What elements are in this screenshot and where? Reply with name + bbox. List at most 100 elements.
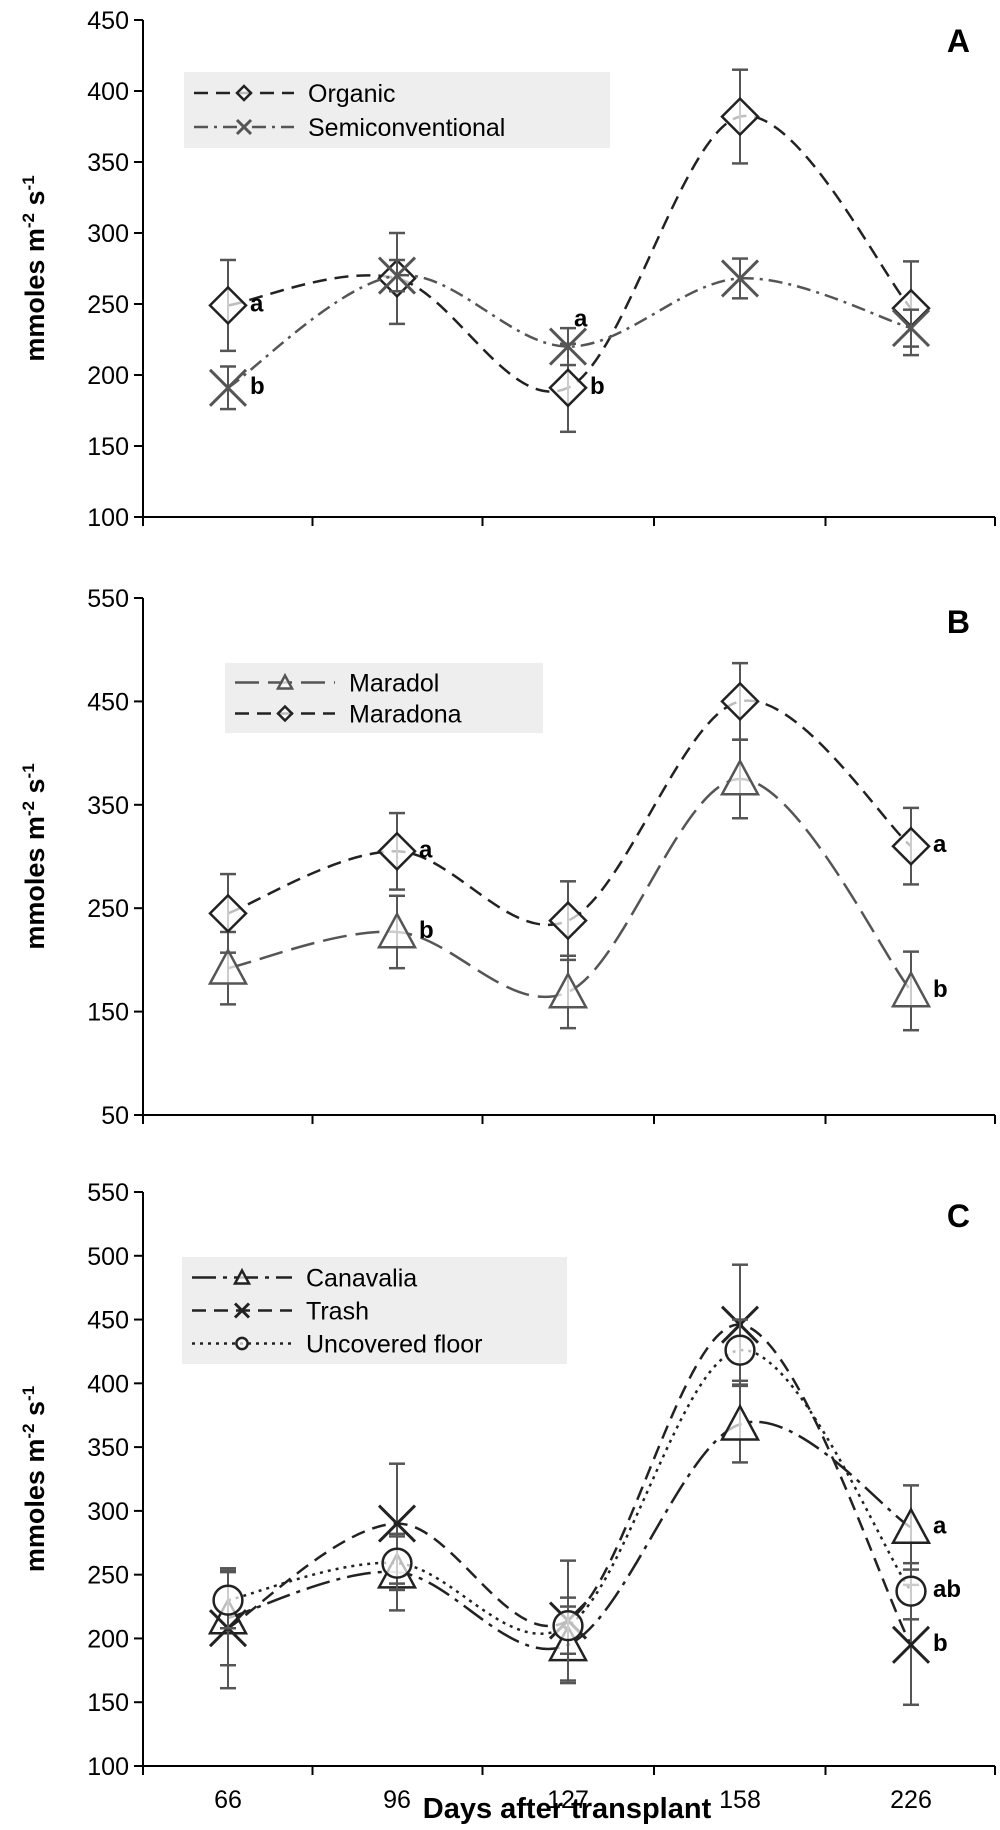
- y-axis-title-sup2: -1: [19, 175, 38, 190]
- y-axis-title-sup1: -2: [19, 1423, 38, 1438]
- y-axis-title-mid: s: [20, 1401, 50, 1424]
- y-tick-label: 200: [87, 1625, 129, 1653]
- legend-label: Maradol: [349, 670, 439, 698]
- y-axis-title: mmoles m-2 s-1: [19, 1386, 50, 1572]
- y-tick-label: 500: [87, 1243, 129, 1271]
- y-tick-label: 300: [87, 1498, 129, 1526]
- series-maradol: [207, 738, 932, 1032]
- series-line: [227, 699, 912, 927]
- y-axis-title-mid: s: [20, 190, 50, 213]
- significance-label: a: [574, 306, 588, 333]
- y-tick-label: 450: [87, 7, 129, 35]
- data-point-x-stroke-2: [377, 256, 417, 295]
- data-point-circle: [552, 1610, 584, 1642]
- legend-marker-circle: [235, 1336, 249, 1351]
- data-point-x-stroke-2: [720, 259, 760, 298]
- legend-label: Maradona: [349, 701, 462, 729]
- series-uncovered-floor: [212, 1318, 927, 1656]
- significance-label: b: [933, 1630, 948, 1657]
- legend: Canavalia Trash Uncovered floor: [182, 1257, 567, 1364]
- data-point-diamond: [720, 96, 760, 137]
- y-axis-title-sup2: -1: [19, 763, 38, 778]
- data-point-diamond: [208, 893, 248, 934]
- significance-label: b: [419, 917, 434, 944]
- y-axis-title: mmoles m-2 s-1: [19, 763, 50, 949]
- data-point-x: [891, 1625, 931, 1664]
- significance-label: a: [250, 290, 264, 317]
- y-tick-label: 350: [87, 1434, 129, 1462]
- chart-panel-c: 100 150 200 250 300 350 400 450 500 550 66 96 127 158…: [19, 1179, 996, 1814]
- legend-marker-triangle: [275, 672, 295, 690]
- data-point-x-stroke-2: [891, 309, 931, 348]
- data-point-x-stroke-2: [548, 327, 588, 366]
- y-axis-title-sup2: -1: [19, 1386, 38, 1401]
- data-point-x: [208, 368, 248, 407]
- data-point-diamond: [208, 285, 248, 326]
- x-tick-label: 158: [719, 1786, 761, 1814]
- data-point-circle: [895, 1575, 927, 1607]
- legend: Maradol Maradona: [225, 663, 543, 733]
- series-line: [227, 1348, 913, 1635]
- y-tick-label: 100: [87, 504, 129, 532]
- y-tick-label: 350: [87, 149, 129, 177]
- x-tick-label: 66: [214, 1786, 242, 1814]
- data-point-x: [548, 327, 588, 366]
- y-tick-label: 50: [101, 1102, 129, 1130]
- legend-label: Trash: [306, 1298, 369, 1326]
- legend-marker-diamond: [235, 84, 253, 102]
- y-tick-label: 100: [87, 1753, 129, 1781]
- data-point-x: [377, 1504, 417, 1543]
- y-axis-title-sup1: -2: [19, 213, 38, 228]
- y-tick-label: 150: [87, 999, 129, 1027]
- series-line: [227, 274, 912, 389]
- y-axis-title-main: mmoles m: [20, 228, 50, 362]
- data-point-x: [720, 259, 760, 298]
- legend-marker-x: [233, 1302, 251, 1319]
- y-tick-label: 300: [87, 220, 129, 248]
- y-axis-title: mmoles m-2 s-1: [19, 175, 50, 361]
- data-point-triangle: [547, 971, 589, 1009]
- y-tick-label: 350: [87, 792, 129, 820]
- data-point-x-stroke-2: [891, 1625, 931, 1664]
- chart-panel-a: 100 150 200 250 300 350 400 450 mmoles m-2 s-1 Aa…: [19, 7, 996, 532]
- x-tick-label: 226: [890, 1786, 932, 1814]
- data-point-diamond: [720, 681, 760, 722]
- series-line: [227, 1323, 913, 1646]
- data-point-circle: [724, 1334, 756, 1366]
- legend-box: [225, 663, 543, 733]
- series-line: [227, 777, 912, 999]
- legend-marker-x: [235, 118, 253, 136]
- data-point-x-stroke-2: [208, 368, 248, 407]
- data-point-x: [377, 256, 417, 295]
- y-tick-label: 550: [87, 585, 129, 613]
- y-axis-title-main: mmoles m: [20, 1439, 50, 1573]
- y-tick-label: 550: [87, 1179, 129, 1207]
- y-tick-label: 400: [87, 1370, 129, 1398]
- legend-label: Semiconventional: [308, 114, 505, 142]
- series-semiconventional: [208, 256, 931, 411]
- significance-label: b: [590, 373, 605, 400]
- y-axis-title-sup1: -2: [19, 801, 38, 816]
- data-point-triangle: [890, 1506, 932, 1545]
- data-point-diamond: [548, 900, 588, 941]
- data-point-diamond: [377, 831, 417, 872]
- legend-label: Uncovered floor: [306, 1331, 482, 1359]
- legend-label: Canavalia: [306, 1265, 417, 1293]
- y-tick-label: 250: [87, 895, 129, 923]
- data-point-triangle: [376, 911, 418, 949]
- data-point-triangle: [207, 947, 249, 985]
- significance-label: ab: [933, 1576, 961, 1603]
- y-tick-label: 450: [87, 688, 129, 716]
- series-line: [227, 1420, 912, 1651]
- y-tick-label: 250: [87, 291, 129, 319]
- data-point-x: [891, 309, 931, 348]
- x-tick-label: 127: [547, 1786, 589, 1814]
- panel-label: A: [947, 23, 970, 59]
- legend-marker-diamond: [276, 704, 294, 723]
- y-axis-title-main: mmoles m: [20, 816, 50, 950]
- x-tick-label: 96: [383, 1786, 411, 1814]
- significance-label: b: [250, 373, 265, 400]
- y-tick-label: 450: [87, 1307, 129, 1335]
- legend-marker-x-stroke-2: [235, 118, 253, 136]
